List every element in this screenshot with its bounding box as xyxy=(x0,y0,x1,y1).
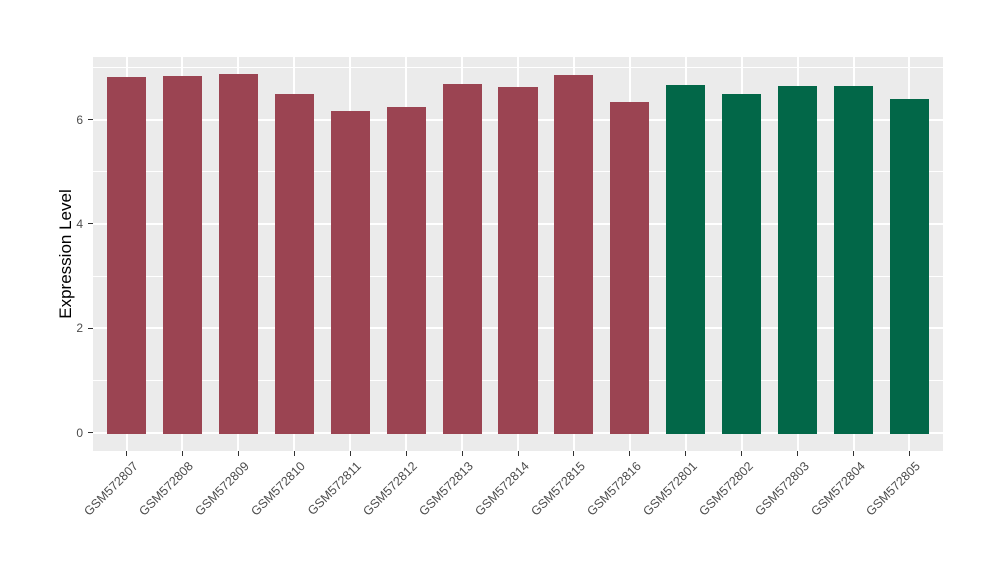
bar-GSM572803 xyxy=(778,85,818,434)
x-axis-tick xyxy=(349,451,351,456)
x-axis-tick xyxy=(517,451,519,456)
y-axis-tick-label: 2 xyxy=(76,321,83,336)
x-axis-tick xyxy=(797,451,799,456)
y-axis-tick xyxy=(88,432,93,434)
bar-GSM572810 xyxy=(274,93,314,434)
x-axis-tick xyxy=(181,451,183,456)
bar-GSM572802 xyxy=(722,93,762,434)
x-axis-tick xyxy=(573,451,575,456)
bar-GSM572815 xyxy=(554,75,594,434)
bar-GSM572812 xyxy=(386,106,426,434)
x-axis-tick-label: GSM572813 xyxy=(416,459,476,519)
x-axis-tick xyxy=(405,451,407,456)
bar-GSM572804 xyxy=(833,85,874,434)
bar-GSM572801 xyxy=(666,84,706,434)
x-axis-tick xyxy=(908,451,910,456)
x-axis-tick-label: GSM572814 xyxy=(472,459,532,519)
x-axis-tick-label: GSM572816 xyxy=(584,459,644,519)
bar-GSM572811 xyxy=(330,110,370,434)
x-axis-tick xyxy=(461,451,463,456)
x-axis-tick xyxy=(237,451,239,456)
bar-GSM572814 xyxy=(498,86,538,434)
bar-GSM572816 xyxy=(610,101,650,434)
x-axis-tick-label: GSM572811 xyxy=(305,459,365,518)
x-axis-tick-label: GSM572807 xyxy=(80,459,141,519)
x-axis-tick-label: GSM572812 xyxy=(360,459,421,519)
x-axis-tick-label: GSM572810 xyxy=(248,459,309,519)
x-axis-tick-label: GSM572805 xyxy=(863,459,924,519)
y-axis-title: Expression Level xyxy=(56,189,75,319)
bar-GSM572807 xyxy=(106,76,147,434)
x-axis-tick xyxy=(629,451,631,456)
y-axis-tick-label: 4 xyxy=(76,216,83,231)
bar-GSM572813 xyxy=(442,83,482,434)
x-axis-tick xyxy=(741,451,743,456)
x-axis-tick xyxy=(126,451,128,456)
bar-GSM572805 xyxy=(889,99,930,434)
x-axis-tick xyxy=(293,451,295,456)
y-axis-tick-label: 6 xyxy=(76,112,83,127)
x-axis-tick xyxy=(685,451,687,456)
x-axis-tick-label: GSM572803 xyxy=(751,459,812,519)
bar-GSM572808 xyxy=(162,75,203,434)
x-axis-tick-label: GSM572808 xyxy=(136,459,197,519)
x-axis-tick-label: GSM572815 xyxy=(528,459,588,519)
bar-GSM572809 xyxy=(218,73,258,434)
y-axis-tick xyxy=(88,223,93,225)
y-axis-tick xyxy=(88,327,93,329)
y-axis-tick xyxy=(88,119,93,121)
x-axis-tick xyxy=(853,451,855,456)
y-axis-tick-label: 0 xyxy=(76,425,83,440)
x-axis-tick-label: GSM572804 xyxy=(807,459,868,519)
x-axis-tick-label: GSM572802 xyxy=(696,459,756,519)
x-axis-tick-label: GSM572809 xyxy=(192,459,253,519)
plot-panel xyxy=(93,57,943,451)
x-axis-tick-label: GSM572801 xyxy=(640,459,700,519)
